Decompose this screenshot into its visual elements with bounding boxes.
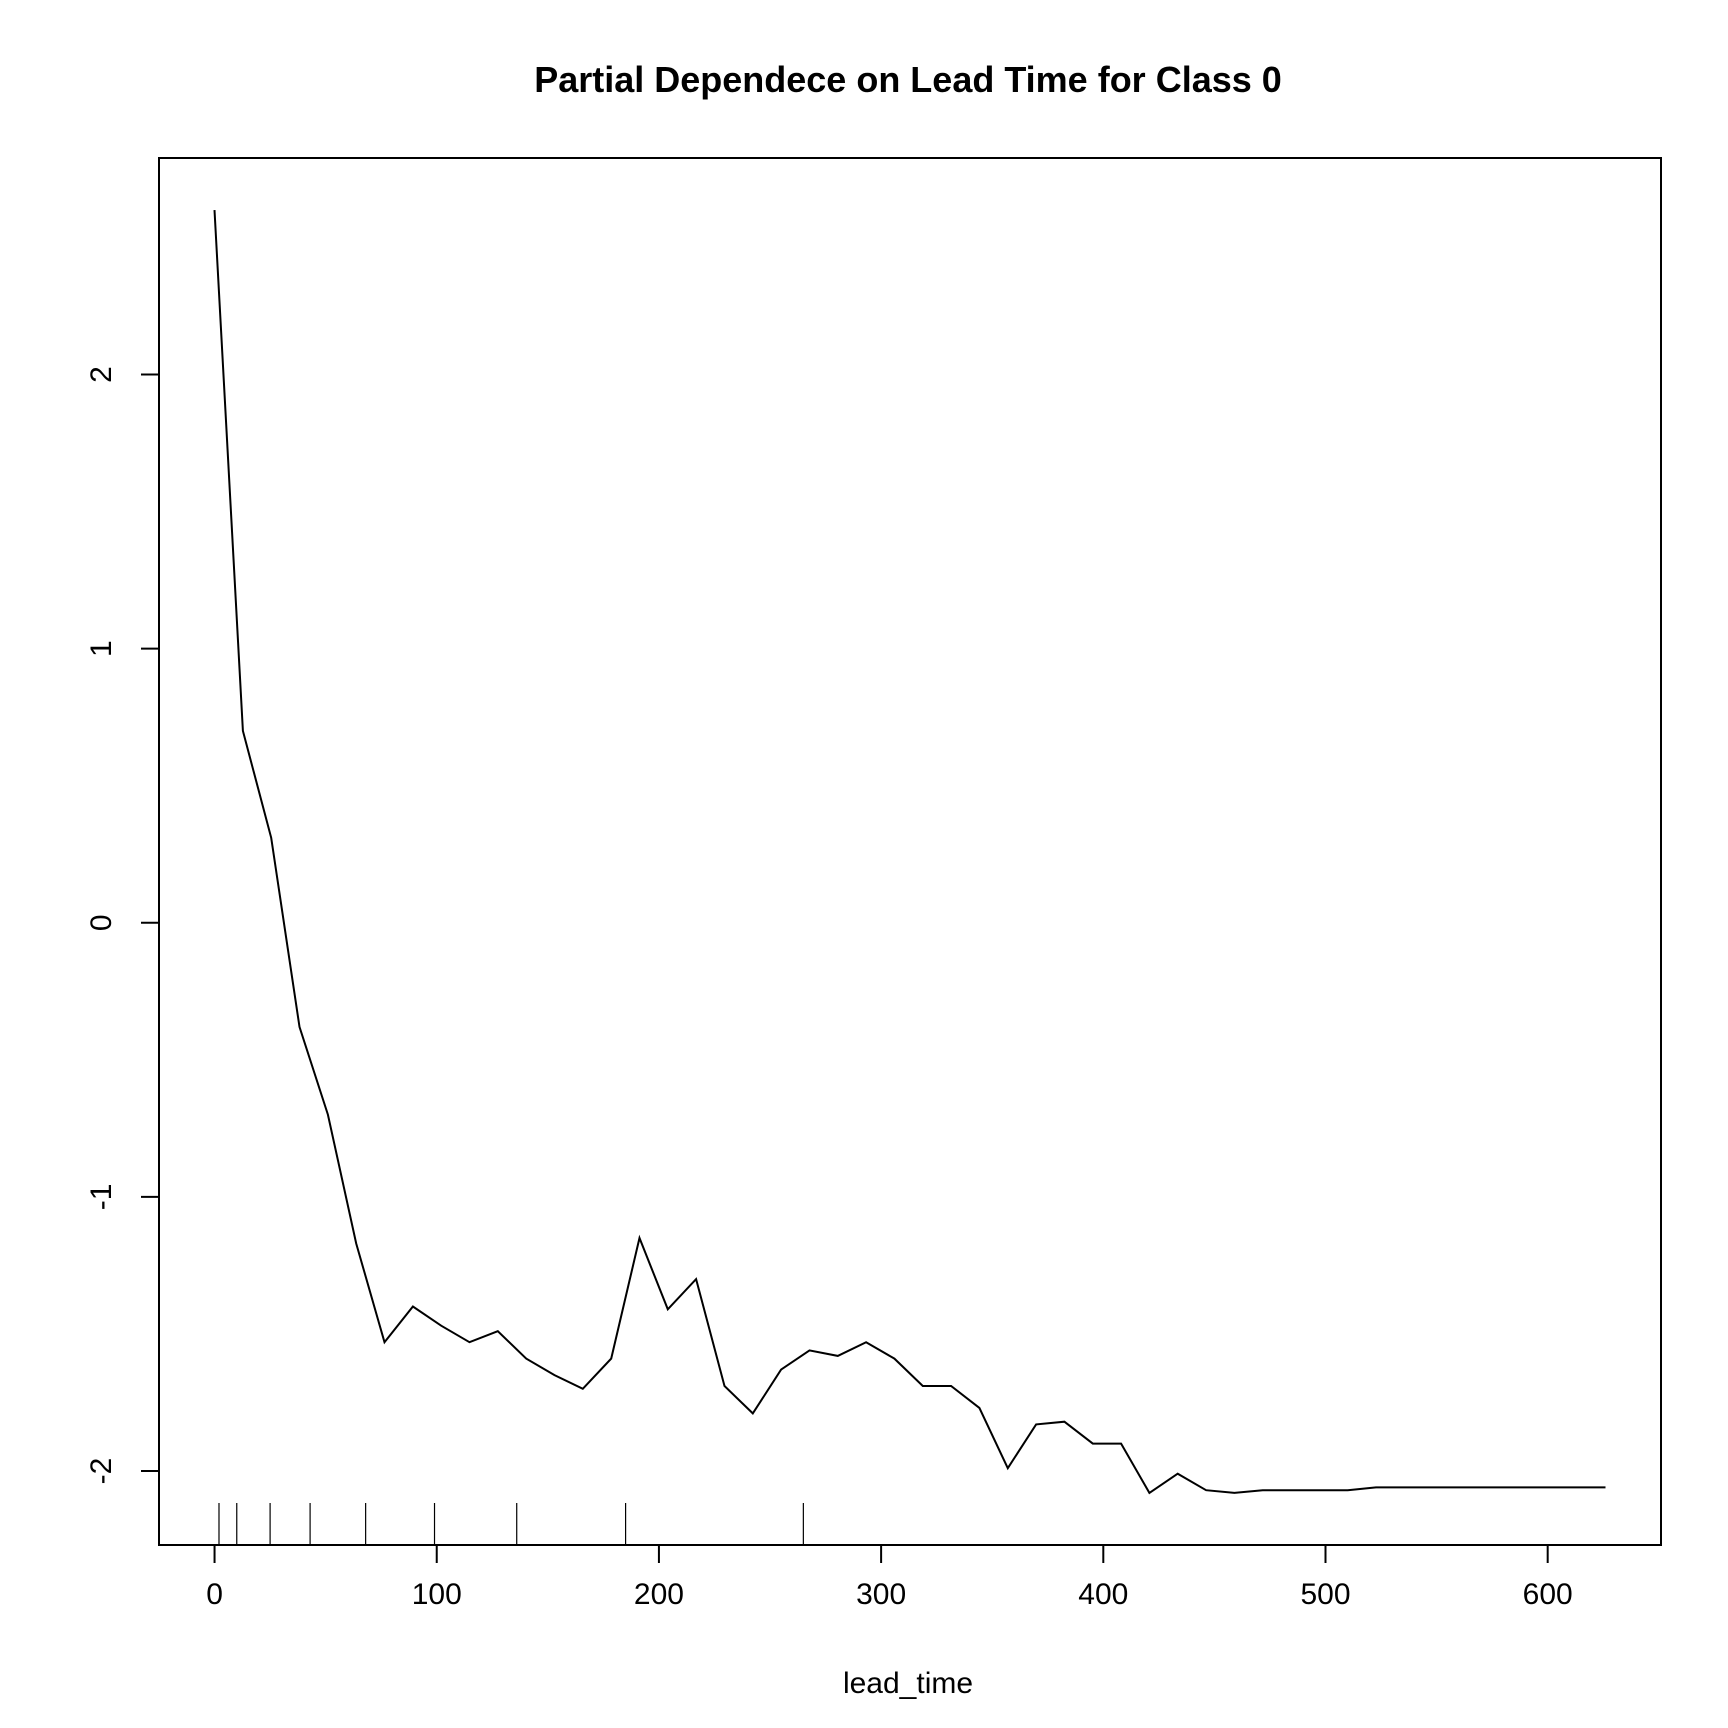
series-group [213,210,1606,1495]
y-tick-label: 1 [85,640,118,657]
rug-marks [218,1503,804,1545]
y-tick-label: 0 [85,914,118,931]
x-tick-label: 200 [634,1578,684,1611]
x-axis: 0 100 200 300 400 500 600 [206,1544,1573,1611]
y-tick-label: -2 [85,1458,118,1485]
y-tick-label: 2 [85,366,118,383]
plot-frame [158,157,1662,1546]
x-tick-label: 300 [856,1578,906,1611]
x-axis-label: lead_time [843,1667,973,1700]
x-tick-label: 500 [1300,1578,1350,1611]
x-tick-label: 0 [206,1578,223,1611]
y-axis: -2 -1 0 1 2 [85,366,160,1485]
chart-title: Partial Dependece on Lead Time for Class… [534,59,1282,100]
x-tick-label: 100 [412,1578,462,1611]
x-tick-label: 600 [1523,1578,1573,1611]
series-line [213,210,1606,1495]
y-tick-label: -1 [85,1184,118,1211]
x-tick-label: 400 [1078,1578,1128,1611]
